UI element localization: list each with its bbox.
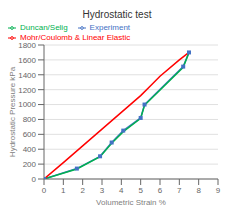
svg-text:1800: 1800 (18, 41, 36, 50)
svg-text:7: 7 (177, 186, 182, 195)
svg-text:2: 2 (80, 186, 85, 195)
html-text:Experiment: Experiment (89, 23, 131, 32)
html-text:Mohr/Coulomb & Linear Elastic: Mohr/Coulomb & Linear Elastic (20, 33, 131, 42)
svg-text:1600: 1600 (18, 56, 36, 65)
svg-text:6: 6 (158, 186, 163, 195)
html-text:Hydrostatic test: Hydrostatic test (82, 9, 152, 20)
svg-text:4: 4 (119, 186, 124, 195)
svg-text:200: 200 (23, 160, 37, 169)
svg-text:800: 800 (23, 115, 37, 124)
html-text:Duncan/Selig: Duncan/Selig (20, 23, 68, 32)
svg-text:Hydrostatic Pressure kPa: Hydrostatic Pressure kPa (8, 66, 17, 157)
svg-text:1200: 1200 (18, 86, 36, 95)
svg-text:9: 9 (216, 186, 221, 195)
svg-text:Volumetric Strain %: Volumetric Strain % (96, 198, 166, 207)
svg-text:3: 3 (100, 186, 105, 195)
svg-text:1400: 1400 (18, 71, 36, 80)
svg-text:1000: 1000 (18, 100, 36, 109)
svg-text:400: 400 (23, 145, 37, 154)
svg-text:5: 5 (138, 186, 143, 195)
svg-text:8: 8 (196, 186, 201, 195)
svg-text:600: 600 (23, 130, 37, 139)
svg-text:0: 0 (32, 175, 37, 184)
svg-text:0: 0 (42, 186, 47, 195)
svg-text:1: 1 (61, 186, 66, 195)
